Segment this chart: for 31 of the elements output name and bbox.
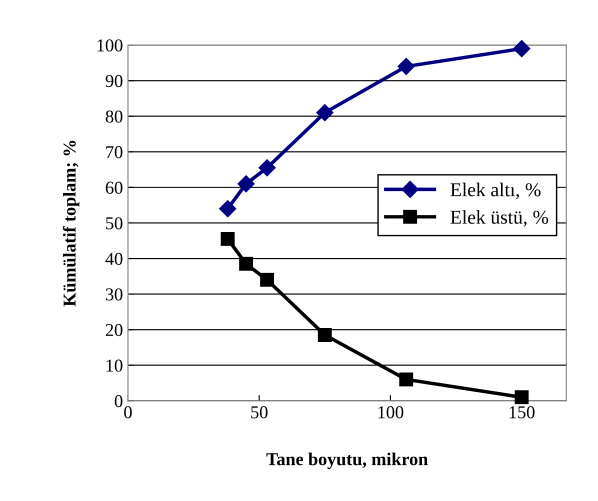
point — [220, 232, 235, 246]
y-tick-label: 0 — [114, 395, 122, 408]
point — [219, 200, 236, 218]
x-tick-label: 0 — [124, 406, 132, 418]
legend-label: Elek altı, % — [450, 182, 541, 200]
legend-label: Elek üstü, % — [450, 210, 548, 227]
y-tick-label: 20 — [106, 324, 122, 336]
y-tick-label: 70 — [106, 146, 122, 158]
x-tick-label: 100 — [378, 406, 404, 418]
y-tick-label: 30 — [106, 288, 122, 301]
x-tick-label: 150 — [510, 406, 535, 418]
y-tick-label: 40 — [105, 252, 122, 265]
point — [399, 372, 414, 386]
x-tick-label: 50 — [251, 406, 268, 418]
y-tick-label: 60 — [106, 182, 122, 194]
point — [260, 272, 274, 287]
point — [398, 58, 415, 75]
point — [318, 328, 332, 342]
x-axis-title: Tane boyutu, mikron — [266, 452, 428, 470]
y-axis-title: Kümülatif toplam; % — [62, 140, 80, 306]
y-tick-label: 100 — [98, 39, 122, 52]
y-tick-label: 80 — [106, 110, 122, 123]
y-tick-label: 10 — [106, 359, 122, 372]
y-tick-label: 50 — [106, 217, 122, 230]
point — [514, 390, 529, 404]
point — [239, 256, 254, 271]
point — [258, 159, 276, 176]
y-tick-label: 90 — [106, 74, 122, 88]
point — [316, 104, 334, 122]
point — [238, 175, 255, 192]
point — [513, 40, 530, 58]
